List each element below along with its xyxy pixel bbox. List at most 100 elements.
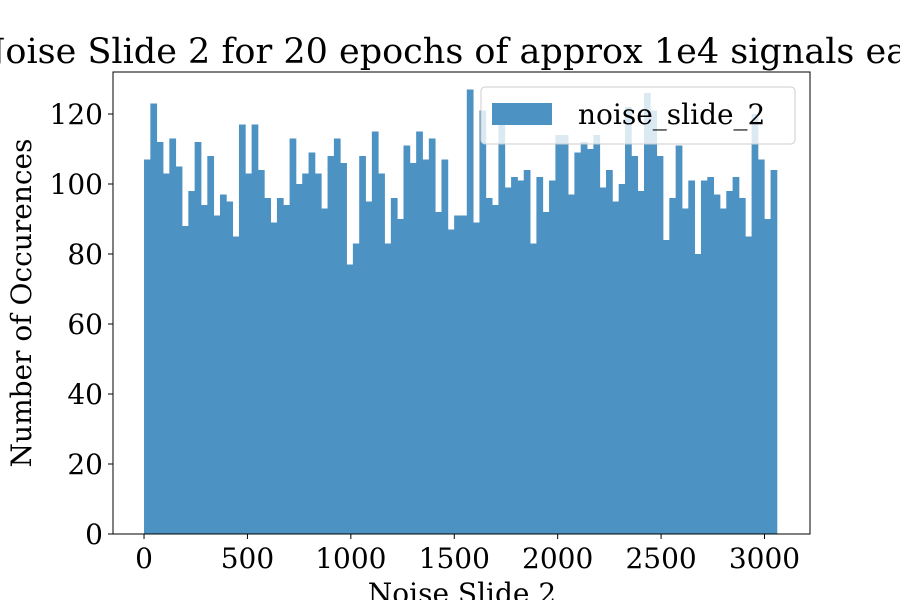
histogram-bar xyxy=(346,264,354,534)
histogram-bar xyxy=(694,254,702,534)
x-tick-label: 2500 xyxy=(625,542,696,575)
histogram-bar xyxy=(726,191,734,534)
histogram-bar xyxy=(466,89,474,534)
histogram-bar xyxy=(662,240,670,534)
histogram-bar xyxy=(226,201,234,534)
histogram-bar xyxy=(454,215,461,534)
histogram-bar xyxy=(460,215,468,534)
histogram-bar xyxy=(428,138,436,534)
histogram-bar xyxy=(238,124,246,534)
histogram-bar xyxy=(333,138,341,534)
histogram-bar xyxy=(637,191,645,534)
histogram-bar xyxy=(738,198,746,534)
histogram-bar xyxy=(144,159,151,534)
histogram-bar xyxy=(530,243,537,534)
y-tick-label: 20 xyxy=(67,448,103,481)
histogram-bar xyxy=(365,201,373,534)
histogram-bar xyxy=(574,152,582,534)
histogram-bar xyxy=(511,177,518,534)
histogram-bar xyxy=(276,198,284,534)
histogram-bar xyxy=(681,208,689,534)
histogram-bar xyxy=(764,219,771,534)
histogram-bar xyxy=(245,173,253,534)
histogram-bar xyxy=(612,201,620,534)
histogram-bar xyxy=(770,170,778,534)
histogram-bar xyxy=(340,163,347,534)
histogram-bar xyxy=(732,177,740,534)
histogram-bar xyxy=(441,159,449,534)
histogram-bar xyxy=(163,173,170,534)
histogram-bar xyxy=(232,236,240,534)
histogram-bar xyxy=(409,163,417,534)
legend-box xyxy=(480,86,796,145)
histogram-bar xyxy=(656,156,664,534)
histogram-bar xyxy=(194,142,202,534)
histogram-bar xyxy=(150,103,158,534)
y-tick-label: 40 xyxy=(67,378,103,411)
histogram-bar xyxy=(302,173,309,534)
histogram-bar xyxy=(371,131,379,534)
histogram-bar xyxy=(213,215,221,534)
histogram-bar xyxy=(175,166,183,534)
histogram-bar xyxy=(435,212,442,534)
histogram-bar xyxy=(169,138,177,534)
histogram-bar xyxy=(390,198,398,534)
histogram-bar xyxy=(650,110,658,534)
histogram-bar xyxy=(700,180,708,534)
histogram-bar xyxy=(644,93,651,534)
histogram-bar xyxy=(549,180,556,534)
histogram-bar xyxy=(397,219,404,534)
y-tick-label: 60 xyxy=(67,308,103,341)
histogram-bar xyxy=(504,187,512,534)
histogram-bar xyxy=(308,152,316,534)
histogram-bar xyxy=(719,208,727,534)
histogram-bar xyxy=(561,135,569,534)
y-axis-label: Number of Occurences xyxy=(5,139,38,468)
y-tick-label: 80 xyxy=(67,238,103,271)
histogram-bar xyxy=(492,205,499,534)
histogram-bar xyxy=(283,205,290,534)
histogram-bar xyxy=(625,107,632,534)
histogram-bar xyxy=(188,191,196,534)
histogram-bar xyxy=(688,180,696,534)
x-tick-label: 500 xyxy=(221,542,274,575)
histogram-bar xyxy=(378,173,385,534)
legend: noise_slide_2 xyxy=(480,86,796,145)
histogram-bar xyxy=(207,156,215,534)
x-tick-label: 2000 xyxy=(522,542,593,575)
histogram-bar xyxy=(517,180,525,534)
histogram-bar xyxy=(606,170,613,534)
x-tick-label: 3000 xyxy=(729,542,800,575)
histogram-bar xyxy=(542,212,550,534)
histogram-bar xyxy=(669,198,677,534)
histogram-bar xyxy=(416,131,423,534)
histogram-bar xyxy=(403,145,411,534)
axes-frame xyxy=(112,71,811,535)
histogram-bar xyxy=(289,138,297,534)
x-tick-label: 1500 xyxy=(419,542,490,575)
histogram-bar xyxy=(580,142,588,534)
legend-swatch xyxy=(492,103,552,125)
histogram-bar xyxy=(568,194,575,534)
histogram-bar xyxy=(498,124,506,534)
histogram-bar xyxy=(587,149,594,534)
histogram-bar xyxy=(295,184,303,534)
histogram-bar xyxy=(327,156,335,534)
x-tick-label: 1000 xyxy=(315,542,386,575)
histogram-bar xyxy=(745,236,752,534)
histogram-bar xyxy=(251,124,259,534)
histogram-bar xyxy=(473,222,480,534)
histogram-bar xyxy=(485,198,493,534)
y-tick-label: 0 xyxy=(85,518,103,551)
histogram-bar xyxy=(422,159,430,534)
histogram-bar xyxy=(536,177,544,534)
legend-label: noise_slide_2 xyxy=(578,98,765,131)
histogram-bar xyxy=(707,177,715,534)
histogram-bar xyxy=(757,159,765,534)
histogram-bar xyxy=(751,114,759,534)
histogram-bar xyxy=(384,243,392,534)
histogram-bar xyxy=(593,135,601,534)
histogram-bar xyxy=(219,194,227,534)
y-axis-ticks: 0 20 40 60 80 100 120 xyxy=(50,98,113,551)
